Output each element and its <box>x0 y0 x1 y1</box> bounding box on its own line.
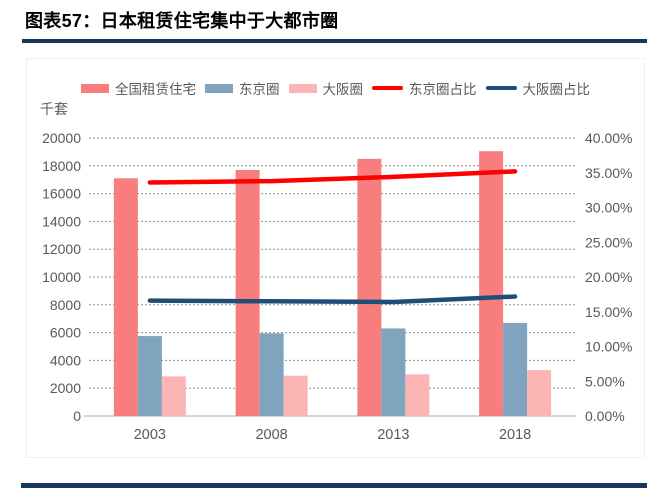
right-axis-tick-label: 25.00% <box>585 234 632 250</box>
right-axis-tick-label: 5.00% <box>585 373 625 389</box>
left-axis-tick-label: 4000 <box>50 352 81 368</box>
bar-osaka-area-2003 <box>161 376 186 416</box>
x-axis-category-label: 2018 <box>499 427 531 443</box>
left-axis-tick-label: 12000 <box>42 241 81 257</box>
line-tokyo-share <box>147 169 518 185</box>
legend-item-national-rental: 全国租赁住宅 <box>81 78 196 98</box>
left-axis-tick-label: 10000 <box>42 269 81 285</box>
x-axis-category-label: 2008 <box>255 427 287 443</box>
right-axis-tick-label: 15.00% <box>585 304 632 320</box>
bar-national-rental-2003 <box>113 178 138 416</box>
left-axis-tick-label: 16000 <box>42 186 81 202</box>
legend-label: 东京圈占比 <box>409 82 477 97</box>
bar-osaka-area-2008 <box>283 375 308 416</box>
bar-national-rental-2013 <box>357 158 382 416</box>
legend-item-tokyo-share: 东京圈占比 <box>372 78 477 98</box>
chart-plot-area: 0 2000 4000 6000 8000 10000 12000 14000 16000 180… <box>42 130 632 443</box>
bar-osaka-area-2013 <box>405 374 430 416</box>
legend-label: 东京圈 <box>239 82 280 97</box>
chart-container: 全国租赁住宅 东京圈 大阪圈 东京圈占比 大阪圈占比 千套 0 2000 4000 6000 8… <box>26 58 645 458</box>
legend-label: 大阪圈占比 <box>522 82 591 97</box>
right-axis-tick-label: 10.00% <box>585 339 632 355</box>
left-axis-tick-label: 2000 <box>50 380 81 396</box>
legend-item-tokyo-area: 东京圈 <box>205 78 280 98</box>
right-axis-tick-label: 0.00% <box>585 408 625 424</box>
line-osaka-share <box>147 294 518 305</box>
legend-label: 大阪圈 <box>322 82 364 97</box>
right-axis-tick-label: 35.00% <box>585 165 632 181</box>
right-axis-tick-label: 20.00% <box>585 269 632 285</box>
left-axis-tick-label: 0 <box>73 408 81 424</box>
bar-tokyo-area-2018 <box>503 322 528 416</box>
left-axis-tick-label: 8000 <box>50 297 81 313</box>
footer-divider-rule <box>21 483 647 488</box>
bar-osaka-area-2018 <box>527 370 552 416</box>
legend-item-osaka-share: 大阪圈占比 <box>485 78 591 98</box>
bar-tokyo-area-2003 <box>137 336 162 416</box>
left-axis-tick-label: 6000 <box>50 325 81 341</box>
x-axis-category-label: 2013 <box>377 427 409 443</box>
legend-label: 全国租赁住宅 <box>115 82 196 97</box>
legend-bar-swatch-icon <box>205 83 233 93</box>
chart-legend: 全国租赁住宅 东京圈 大阪圈 东京圈占比 大阪圈占比 <box>27 78 644 98</box>
bar-national-rental-2008 <box>235 169 260 416</box>
legend-line-swatch-icon <box>485 86 517 90</box>
left-axis-tick-label: 14000 <box>42 213 81 229</box>
title-divider-rule <box>22 39 647 43</box>
x-axis-category-label: 2003 <box>134 427 166 443</box>
figure-title: 图表57：日本租赁住宅集中于大都市圈 <box>25 11 339 31</box>
left-axis-unit-label: 千套 <box>40 101 68 117</box>
legend-bar-swatch-icon <box>81 83 109 93</box>
bar-tokyo-area-2008 <box>259 333 284 416</box>
bar-tokyo-area-2013 <box>381 328 406 416</box>
right-axis-tick-label: 30.00% <box>585 200 632 216</box>
legend-item-osaka-area: 大阪圈 <box>288 78 364 98</box>
bar-national-rental-2018 <box>479 151 504 416</box>
right-axis-tick-label: 40.00% <box>585 130 632 146</box>
legend-line-swatch-icon <box>372 86 403 90</box>
legend-bar-swatch-icon <box>288 83 317 93</box>
left-axis-tick-label: 20000 <box>42 130 81 146</box>
left-axis-tick-label: 18000 <box>42 158 81 174</box>
